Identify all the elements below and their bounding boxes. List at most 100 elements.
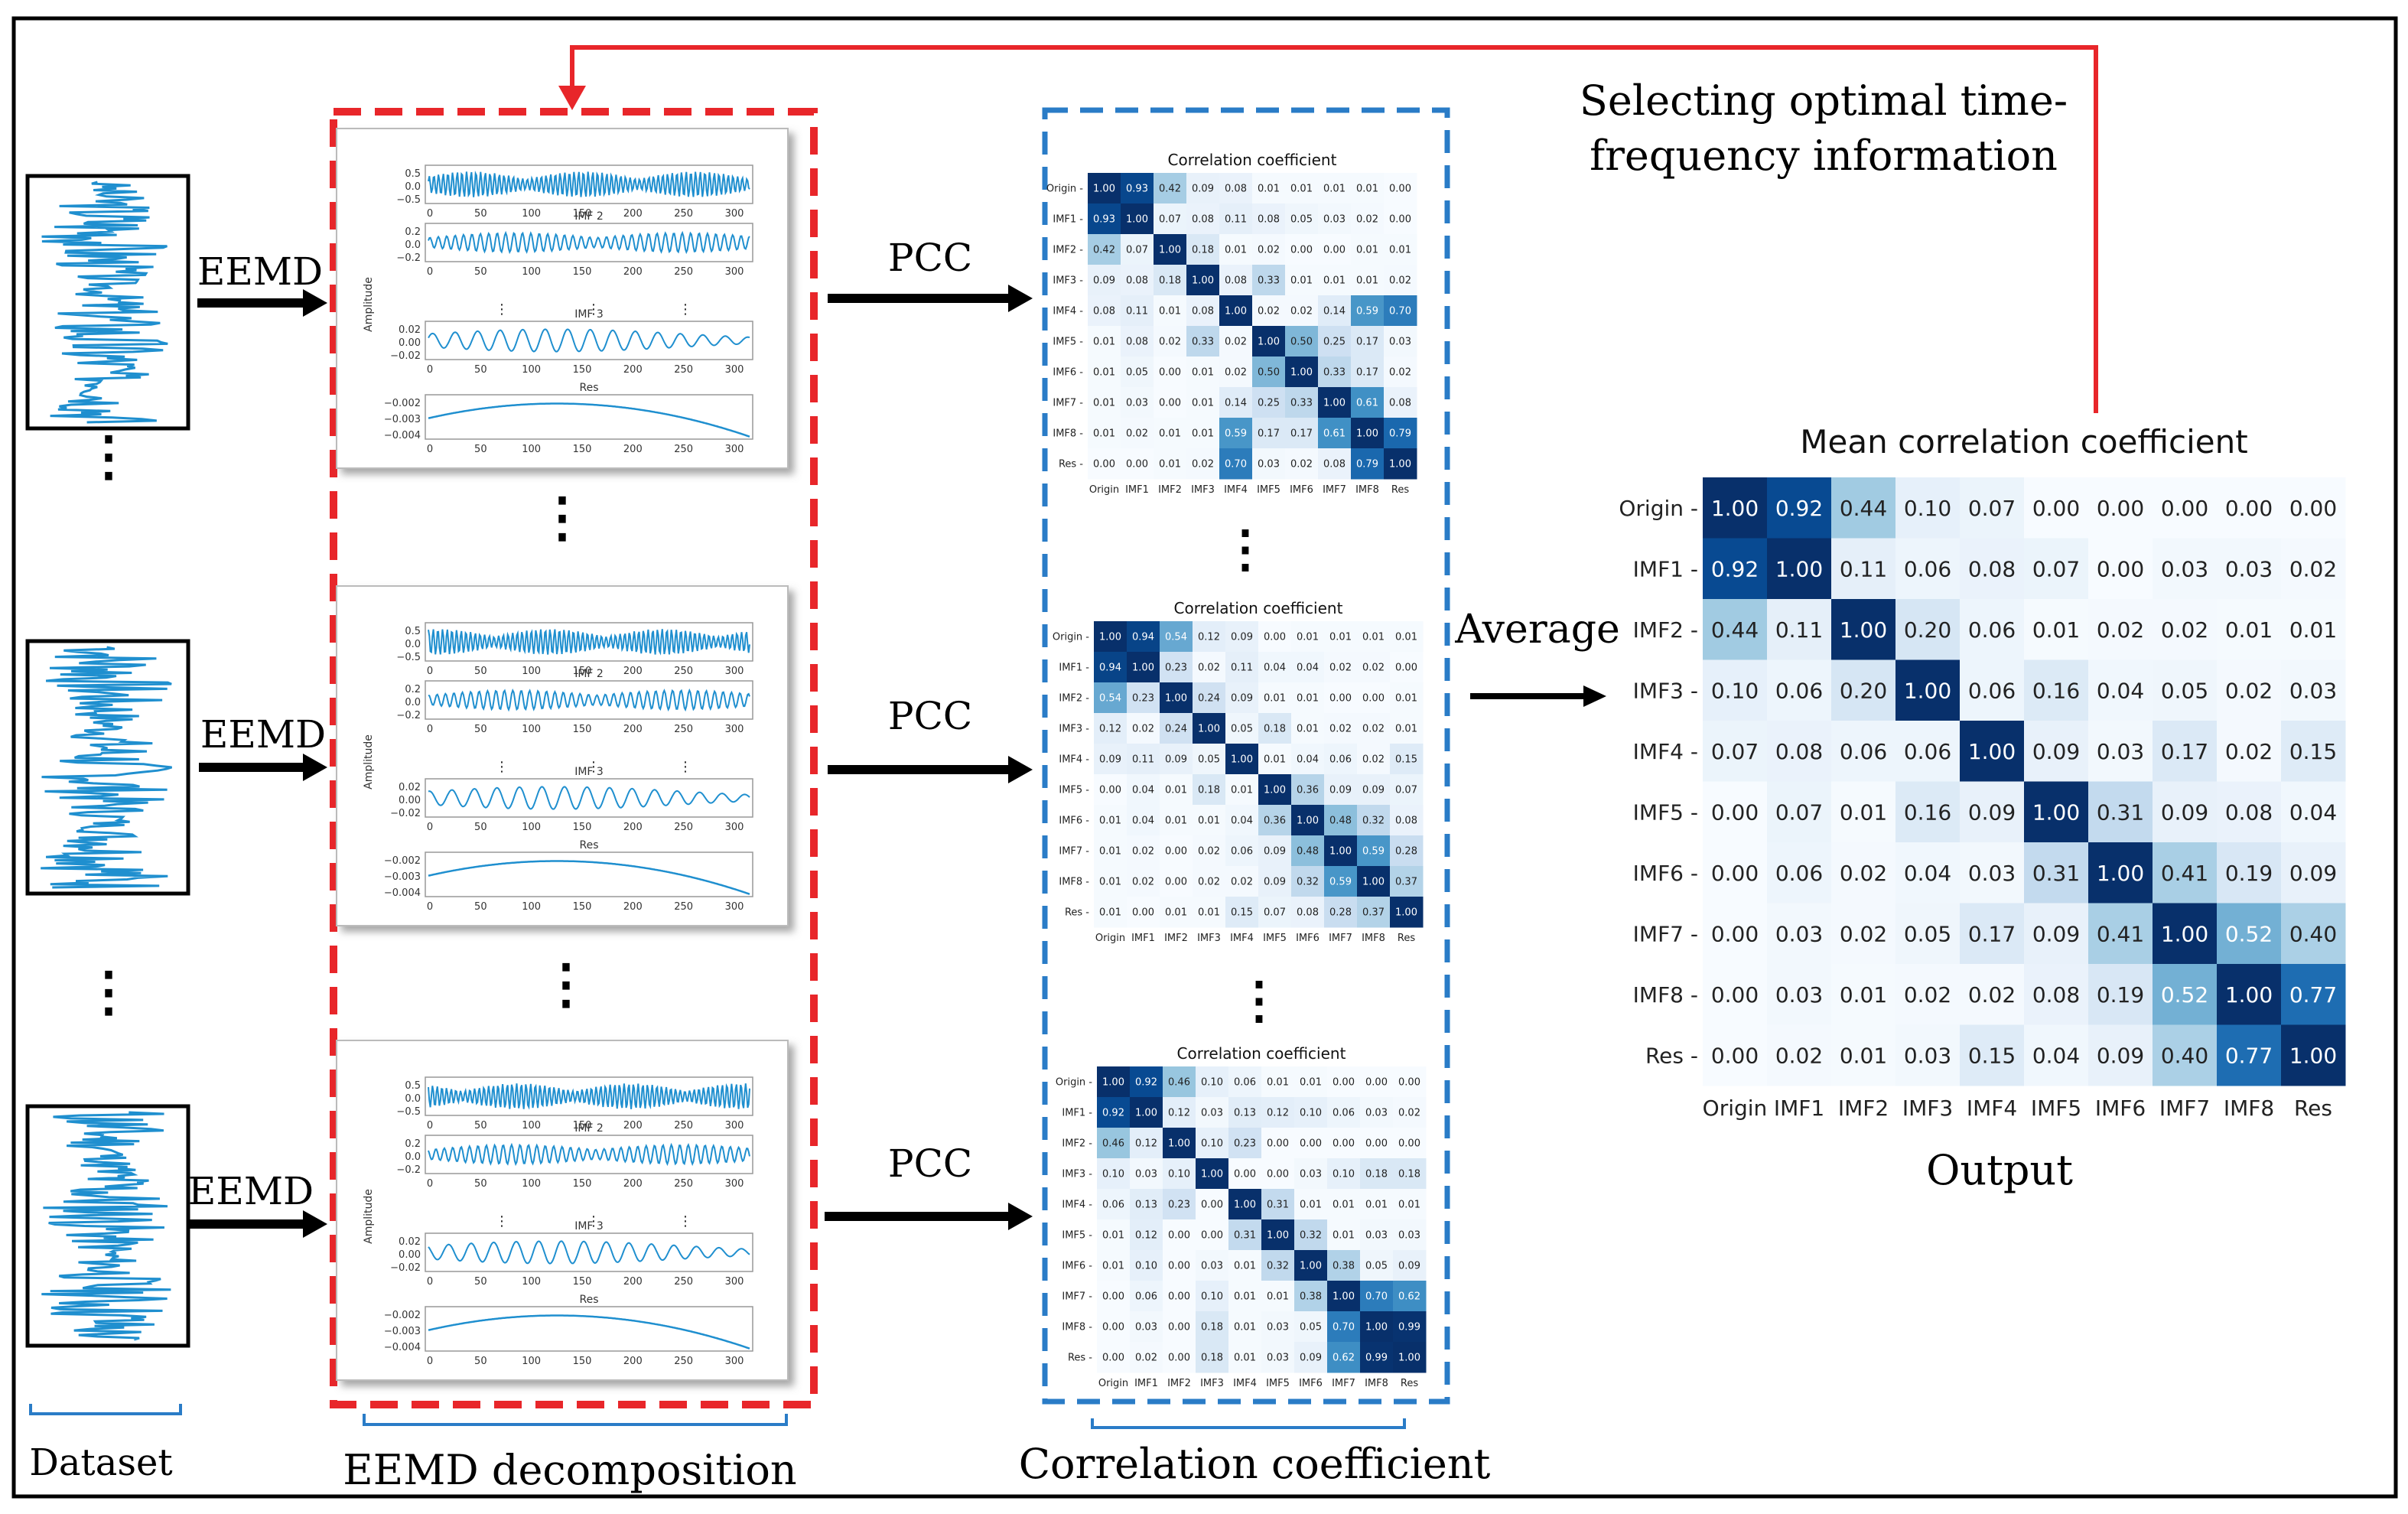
- x-tick-label: 250: [674, 1178, 693, 1190]
- heatmap-cell-value: 0.10: [1102, 1169, 1124, 1180]
- heatmap-cell-value: 0.12: [1135, 1230, 1157, 1242]
- plot-trace: [428, 1083, 750, 1110]
- heatmap-cell: [2088, 721, 2153, 782]
- eemd-arrow-head-3: [303, 1210, 327, 1238]
- heatmap-cell-value: 0.01: [1099, 846, 1121, 858]
- panel-title: Res: [579, 382, 598, 394]
- heatmap-cell: [1219, 357, 1253, 388]
- eemd-arrows: EEMD EEMD EEMD: [187, 249, 327, 1238]
- heatmap-cell: [1228, 1281, 1262, 1312]
- heatmap-cell: [1228, 1342, 1262, 1373]
- heatmap-cell: [1258, 621, 1292, 653]
- heatmap-cell-value: 0.94: [1132, 632, 1154, 643]
- heatmap-cell: [1196, 1281, 1229, 1312]
- heatmap-cell: [1261, 1281, 1295, 1312]
- heatmap-cell-value: 0.05: [1198, 754, 1220, 766]
- heatmap-cell-value: 0.06: [1333, 1108, 1355, 1119]
- heatmap-cell: [1294, 1097, 1328, 1128]
- heatmap-row-label: IMF4 -: [1059, 754, 1089, 766]
- heatmap-cell-value: 0.92: [1711, 556, 1759, 581]
- heatmap-cell-value: 0.08: [2225, 799, 2273, 825]
- heatmap-cell: [1219, 418, 1253, 449]
- heatmap-cell: [1186, 203, 1220, 235]
- heatmap-cell: [1186, 326, 1220, 357]
- heatmap-cell: [1895, 538, 1961, 600]
- x-tick-label: 100: [522, 444, 541, 455]
- heatmap-row-label: IMF1 -: [1053, 214, 1083, 226]
- heatmap-cell: [1390, 713, 1424, 744]
- heatmap-cell: [1219, 448, 1253, 480]
- x-tick-label: 100: [522, 1120, 541, 1131]
- heatmap-cell-value: 0.19: [2225, 861, 2273, 886]
- heatmap-cell: [2088, 659, 2153, 721]
- x-tick-label: 250: [674, 1356, 693, 1367]
- heatmap-cell-value: 0.00: [1333, 1138, 1355, 1150]
- heatmap-cell: [2024, 903, 2089, 965]
- heatmap-cell-value: 0.79: [1356, 459, 1378, 470]
- heatmap-cell-value: 0.10: [1333, 1169, 1355, 1180]
- heatmap-cell: [1121, 203, 1154, 235]
- heatmap-cell-value: 0.01: [2225, 617, 2273, 643]
- x-tick-label: 250: [674, 1276, 693, 1288]
- heatmap-cell: [1252, 173, 1286, 204]
- heatmap-cell: [1831, 1024, 1896, 1086]
- heatmap-cell-value: 0.02: [1775, 1043, 1823, 1068]
- heatmap-cell-value: 0.01: [1267, 1291, 1289, 1303]
- heatmap-cell: [1094, 774, 1128, 806]
- x-tick-label: 250: [674, 444, 693, 455]
- heatmap-cell: [1324, 805, 1358, 836]
- heatmap-cell: [1384, 326, 1417, 357]
- heatmap-cell: [1121, 234, 1154, 265]
- heatmap-col-label: IMF4: [1967, 1096, 2017, 1121]
- heatmap-cell-value: 0.12: [1168, 1108, 1190, 1119]
- vertical-ellipsis: ⋮: [82, 959, 135, 1023]
- heatmap-cell-value: 0.15: [1231, 907, 1253, 919]
- heatmap-cell: [1357, 682, 1391, 714]
- heatmap-cell: [1360, 1189, 1394, 1220]
- heatmap-cell-value: 0.01: [1231, 785, 1253, 796]
- heatmap-col-label: Res: [1401, 1378, 1418, 1389]
- x-tick-label: 200: [623, 822, 643, 833]
- heatmap-cell: [1097, 1189, 1131, 1220]
- heatmap-cell-value: 0.02: [1362, 724, 1385, 735]
- heatmap-cell: [1285, 418, 1319, 449]
- heatmap-cell: [1318, 265, 1352, 296]
- heatmap-title: Correlation coefficient: [1168, 151, 1337, 169]
- heatmap-cell: [1324, 744, 1358, 775]
- heatmap-cell: [2217, 538, 2282, 600]
- heatmap-cell: [1960, 1024, 2025, 1086]
- heatmap-cell-value: 0.08: [1323, 459, 1346, 470]
- heatmap-cell: [2217, 842, 2282, 904]
- heatmap-cell-value: 0.01: [1192, 428, 1214, 440]
- heatmap-cell: [2088, 842, 2153, 904]
- heatmap-cell: [1327, 1281, 1361, 1312]
- heatmap-cell-value: 0.02: [1362, 754, 1385, 766]
- heatmap-col-label: IMF3: [1200, 1378, 1224, 1389]
- heatmap-cell-value: 0.07: [1264, 907, 1286, 919]
- heatmap-cell: [1252, 326, 1286, 357]
- heatmap-cell-value: 0.04: [1231, 816, 1253, 827]
- heatmap-cell: [1163, 1189, 1196, 1220]
- x-tick-label: 200: [623, 1276, 643, 1288]
- heatmap-cell-value: 0.17: [1290, 428, 1313, 440]
- heatmap-cell-value: 0.03: [1904, 1043, 1951, 1068]
- heatmap-cell: [1294, 1281, 1328, 1312]
- heatmap-cell-value: 0.01: [1297, 724, 1319, 735]
- heatmap-cell-value: 0.33: [1192, 337, 1214, 348]
- heatmap-cell: [1360, 1066, 1394, 1098]
- x-tick-label: 300: [725, 901, 744, 913]
- heatmap-col-label: IMF8: [2224, 1096, 2274, 1121]
- heatmap-cell: [1960, 538, 2025, 600]
- heatmap-cell: [1160, 621, 1193, 653]
- heatmap-cell-value: 0.10: [1135, 1261, 1157, 1272]
- panel-title: IMF 3: [574, 308, 604, 321]
- vertical-ellipsis: ⋮: [539, 952, 593, 1015]
- heatmap-cell: [1088, 265, 1121, 296]
- heatmap-cell-value: 0.01: [1290, 184, 1313, 195]
- heatmap-cell-value: 0.03: [1135, 1169, 1157, 1180]
- heatmap-cell-value: 0.10: [1201, 1291, 1223, 1303]
- heatmap-cell-value: 0.01: [1225, 245, 1247, 256]
- y-tick-label: −0.002: [384, 1310, 421, 1321]
- heatmap-cell: [1895, 964, 1961, 1025]
- heatmap-cell-value: 0.42: [1159, 184, 1181, 195]
